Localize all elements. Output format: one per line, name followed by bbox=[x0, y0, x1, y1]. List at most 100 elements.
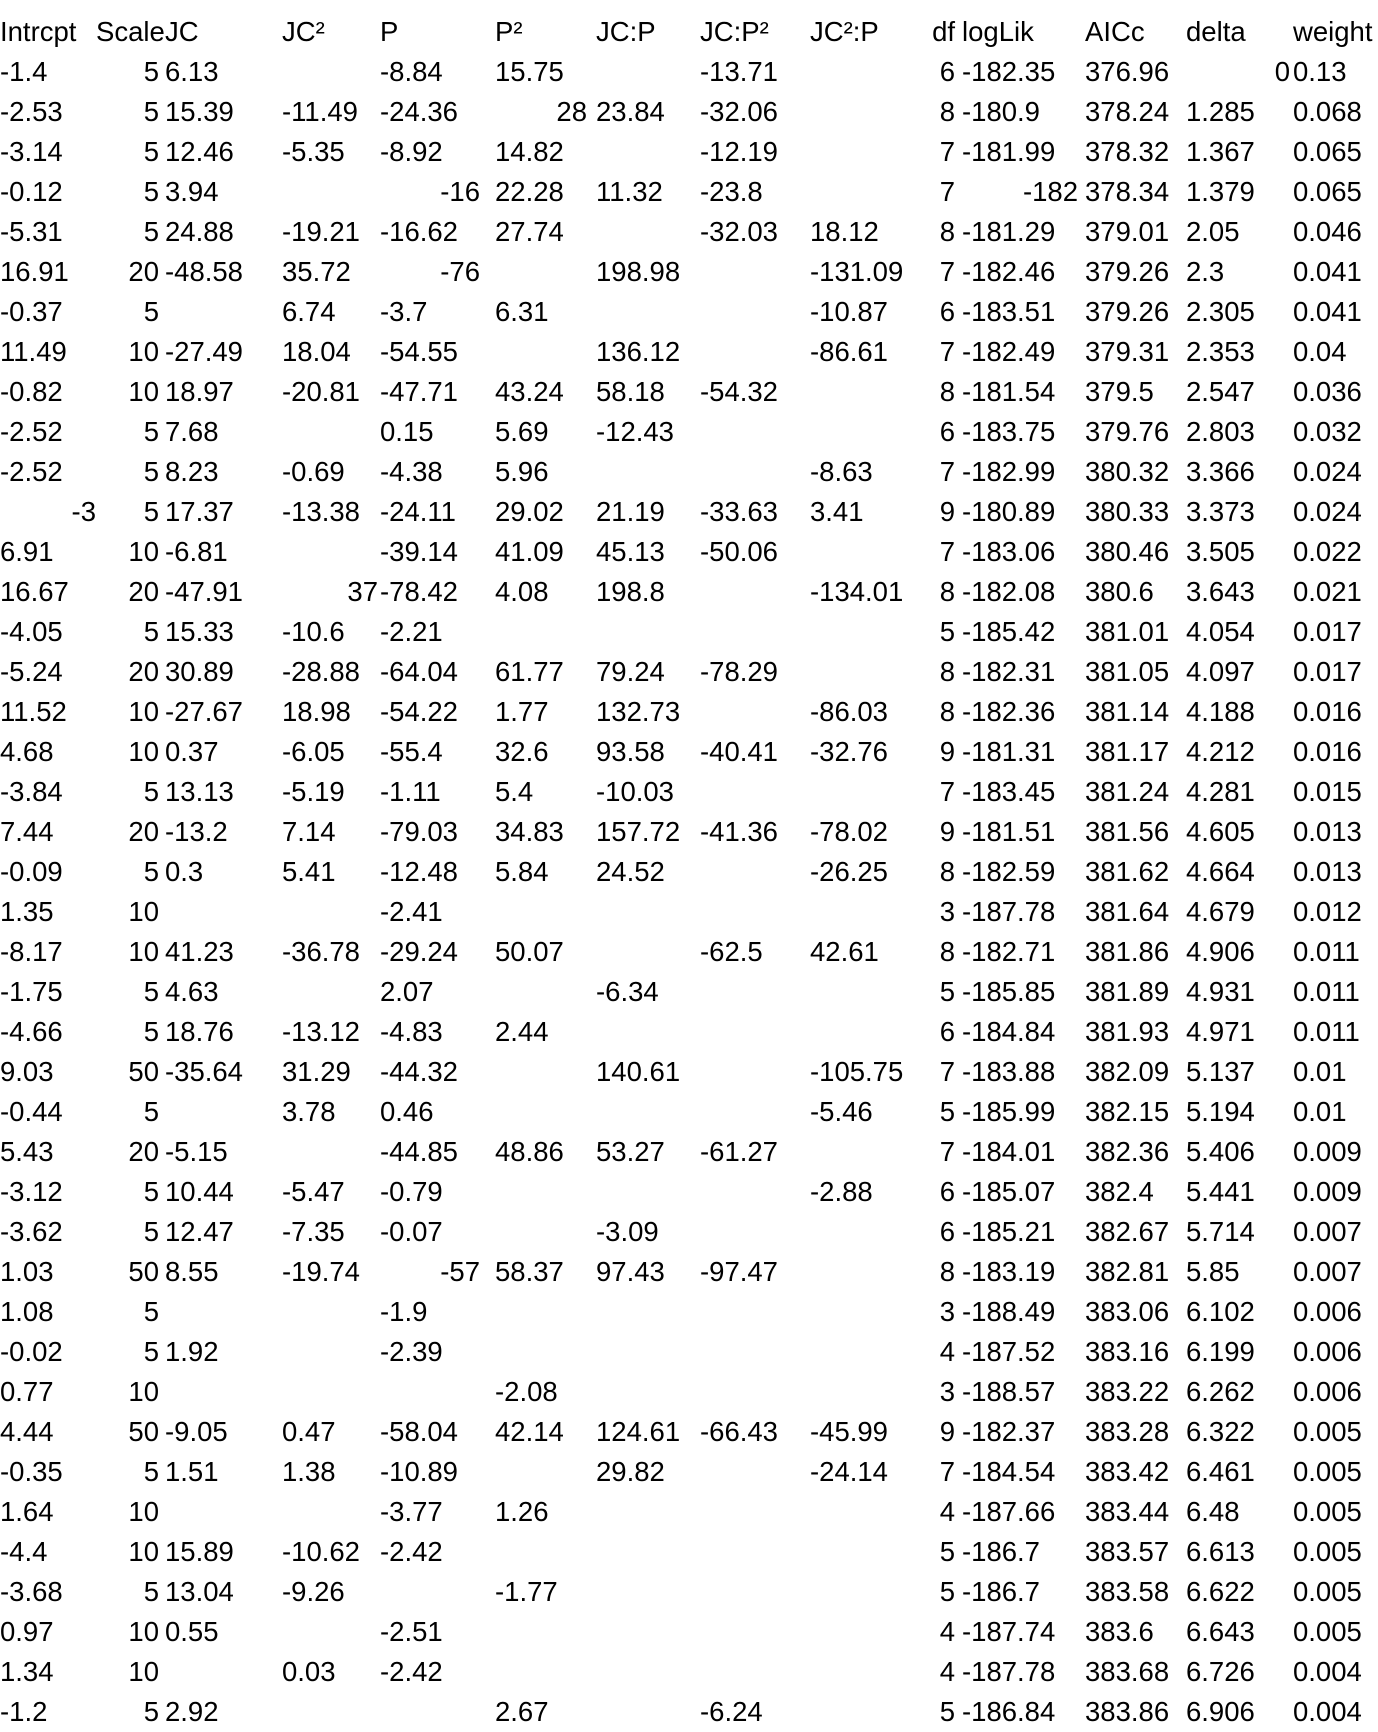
cell-p: 0.46 bbox=[380, 1096, 434, 1127]
cell-jc: -5.15 bbox=[165, 1136, 228, 1167]
cell-df: 8 bbox=[939, 96, 955, 127]
cell-p: -2.21 bbox=[380, 616, 443, 647]
cell-df: 7 bbox=[939, 536, 955, 567]
cell-delta: 6.102 bbox=[1186, 1296, 1255, 1327]
cell-jc2: -10.62 bbox=[282, 1536, 360, 1567]
cell-intrcpt: -0.35 bbox=[0, 1456, 63, 1487]
cell-df: 9 bbox=[939, 736, 955, 767]
cell-aicc: 382.67 bbox=[1085, 1216, 1170, 1247]
cell-scale: 20 bbox=[128, 256, 159, 287]
cell-aicc: 383.22 bbox=[1085, 1376, 1170, 1407]
cell-intrcpt: -3.14 bbox=[0, 136, 63, 167]
cell-aicc: 383.58 bbox=[1085, 1576, 1170, 1607]
cell-aicc: 383.28 bbox=[1085, 1416, 1170, 1447]
table-row: -1.2 5 2.92 2.67 -6.24 5 -186.84 383.86 6.906 0.0… bbox=[0, 1692, 1378, 1732]
cell-p: 0.15 bbox=[380, 416, 434, 447]
cell-intrcpt: -2.52 bbox=[0, 416, 63, 447]
cell-jc2p: 42.61 bbox=[810, 936, 879, 967]
cell-loglik: -182.46 bbox=[962, 256, 1056, 287]
cell-p: -2.39 bbox=[380, 1336, 443, 1367]
cell-p2: 41.09 bbox=[495, 536, 564, 567]
cell-jcp: 132.73 bbox=[596, 696, 681, 727]
cell-jcp2: -40.41 bbox=[700, 736, 778, 767]
column-header-scale: Scale bbox=[96, 16, 165, 47]
cell-df: 8 bbox=[939, 376, 955, 407]
cell-scale: 5 bbox=[143, 1336, 159, 1367]
cell-jc2: 1.38 bbox=[282, 1456, 336, 1487]
cell-df: 7 bbox=[939, 1136, 955, 1167]
cell-weight: 0.01 bbox=[1293, 1056, 1347, 1087]
column-header-jcp2: JC:P² bbox=[700, 16, 769, 47]
cell-weight: 0.04 bbox=[1293, 336, 1347, 367]
cell-jc2: 0.03 bbox=[282, 1656, 336, 1687]
cell-jc2p: -2.88 bbox=[810, 1176, 873, 1207]
cell-p: -16 bbox=[440, 176, 480, 207]
cell-jc2: 31.29 bbox=[282, 1056, 351, 1087]
cell-delta: 6.461 bbox=[1186, 1456, 1255, 1487]
cell-jc: -47.91 bbox=[165, 576, 243, 607]
cell-weight: 0.004 bbox=[1293, 1696, 1362, 1727]
cell-scale: 10 bbox=[128, 696, 159, 727]
cell-loglik: -182.71 bbox=[962, 936, 1056, 967]
cell-p2: 50.07 bbox=[495, 936, 564, 967]
cell-scale: 5 bbox=[143, 1576, 159, 1607]
table-row: -5.31 5 24.88 -19.21 -16.62 27.74 -32.03 18.12 8… bbox=[0, 212, 1378, 252]
cell-loglik: -181.54 bbox=[962, 376, 1056, 407]
cell-jc: 15.33 bbox=[165, 616, 234, 647]
cell-scale: 10 bbox=[128, 376, 159, 407]
table-row: -1.75 5 4.63 2.07 -6.34 5 -185.85 381.89 4.931 0.… bbox=[0, 972, 1378, 1012]
cell-jcp: -10.03 bbox=[596, 776, 674, 807]
cell-p: -54.55 bbox=[380, 336, 458, 367]
cell-delta: 3.505 bbox=[1186, 536, 1255, 567]
cell-p: -24.11 bbox=[380, 496, 456, 527]
cell-jc: 2.92 bbox=[165, 1696, 219, 1727]
cell-weight: 0.005 bbox=[1293, 1456, 1362, 1487]
cell-scale: 5 bbox=[143, 1176, 159, 1207]
cell-scale: 5 bbox=[143, 96, 159, 127]
cell-weight: 0.032 bbox=[1293, 416, 1362, 447]
cell-p: -0.07 bbox=[380, 1216, 443, 1247]
cell-jcp: 21.19 bbox=[596, 496, 665, 527]
cell-weight: 0.024 bbox=[1293, 496, 1362, 527]
cell-p2: 29.02 bbox=[495, 496, 564, 527]
cell-jcp: 157.72 bbox=[596, 816, 681, 847]
cell-delta: 6.48 bbox=[1186, 1496, 1240, 1527]
cell-weight: 0.036 bbox=[1293, 376, 1362, 407]
cell-jc: 0.55 bbox=[165, 1616, 219, 1647]
cell-intrcpt: 1.35 bbox=[0, 896, 54, 927]
cell-df: 8 bbox=[939, 936, 955, 967]
cell-intrcpt: -2.53 bbox=[0, 96, 63, 127]
table-row: -3.12 5 10.44 -5.47 -0.79 -2.88 6 -185.07 382.4 5… bbox=[0, 1172, 1378, 1212]
cell-p2: 5.96 bbox=[495, 456, 549, 487]
cell-p2: 42.14 bbox=[495, 1416, 564, 1447]
cell-jcp2: -78.29 bbox=[700, 656, 778, 687]
cell-df: 7 bbox=[939, 776, 955, 807]
cell-df: 8 bbox=[939, 1256, 955, 1287]
cell-df: 3 bbox=[939, 1376, 955, 1407]
table-row: 5.43 20 -5.15 -44.85 48.86 53.27 -61.27 7 -184.0… bbox=[0, 1132, 1378, 1172]
cell-loglik: -183.88 bbox=[962, 1056, 1056, 1087]
cell-scale: 5 bbox=[143, 1096, 159, 1127]
table-row: -0.37 5 6.74 -3.7 6.31 -10.87 6 -183.51 379.26 2.… bbox=[0, 292, 1378, 332]
cell-weight: 0.011 bbox=[1293, 976, 1360, 1007]
cell-weight: 0.007 bbox=[1293, 1256, 1362, 1287]
table-row: 11.52 10 -27.67 18.98 -54.22 1.77 132.73 -86.03… bbox=[0, 692, 1378, 732]
table-row: -3.14 5 12.46 -5.35 -8.92 14.82 -12.19 7 -181.99… bbox=[0, 132, 1378, 172]
cell-scale: 10 bbox=[128, 336, 159, 367]
cell-p2: 61.77 bbox=[495, 656, 564, 687]
cell-weight: 0.009 bbox=[1293, 1176, 1362, 1207]
cell-intrcpt: 9.03 bbox=[0, 1056, 54, 1087]
cell-jcp2: -33.63 bbox=[700, 496, 778, 527]
cell-intrcpt: -4.05 bbox=[0, 616, 63, 647]
cell-jc: 7.68 bbox=[165, 416, 219, 447]
cell-weight: 0.016 bbox=[1293, 696, 1362, 727]
cell-delta: 4.188 bbox=[1186, 696, 1255, 727]
cell-jc: 0.3 bbox=[165, 856, 204, 887]
cell-loglik: -182.59 bbox=[962, 856, 1056, 887]
cell-weight: 0.017 bbox=[1293, 616, 1362, 647]
cell-aicc: 382.81 bbox=[1085, 1256, 1170, 1287]
cell-delta: 6.262 bbox=[1186, 1376, 1255, 1407]
cell-weight: 0.016 bbox=[1293, 736, 1362, 767]
table-row: -3.68 5 13.04 -9.26 -1.77 5 -186.7 383.58 6.622 0… bbox=[0, 1572, 1378, 1612]
cell-weight: 0.011 bbox=[1293, 1016, 1360, 1047]
